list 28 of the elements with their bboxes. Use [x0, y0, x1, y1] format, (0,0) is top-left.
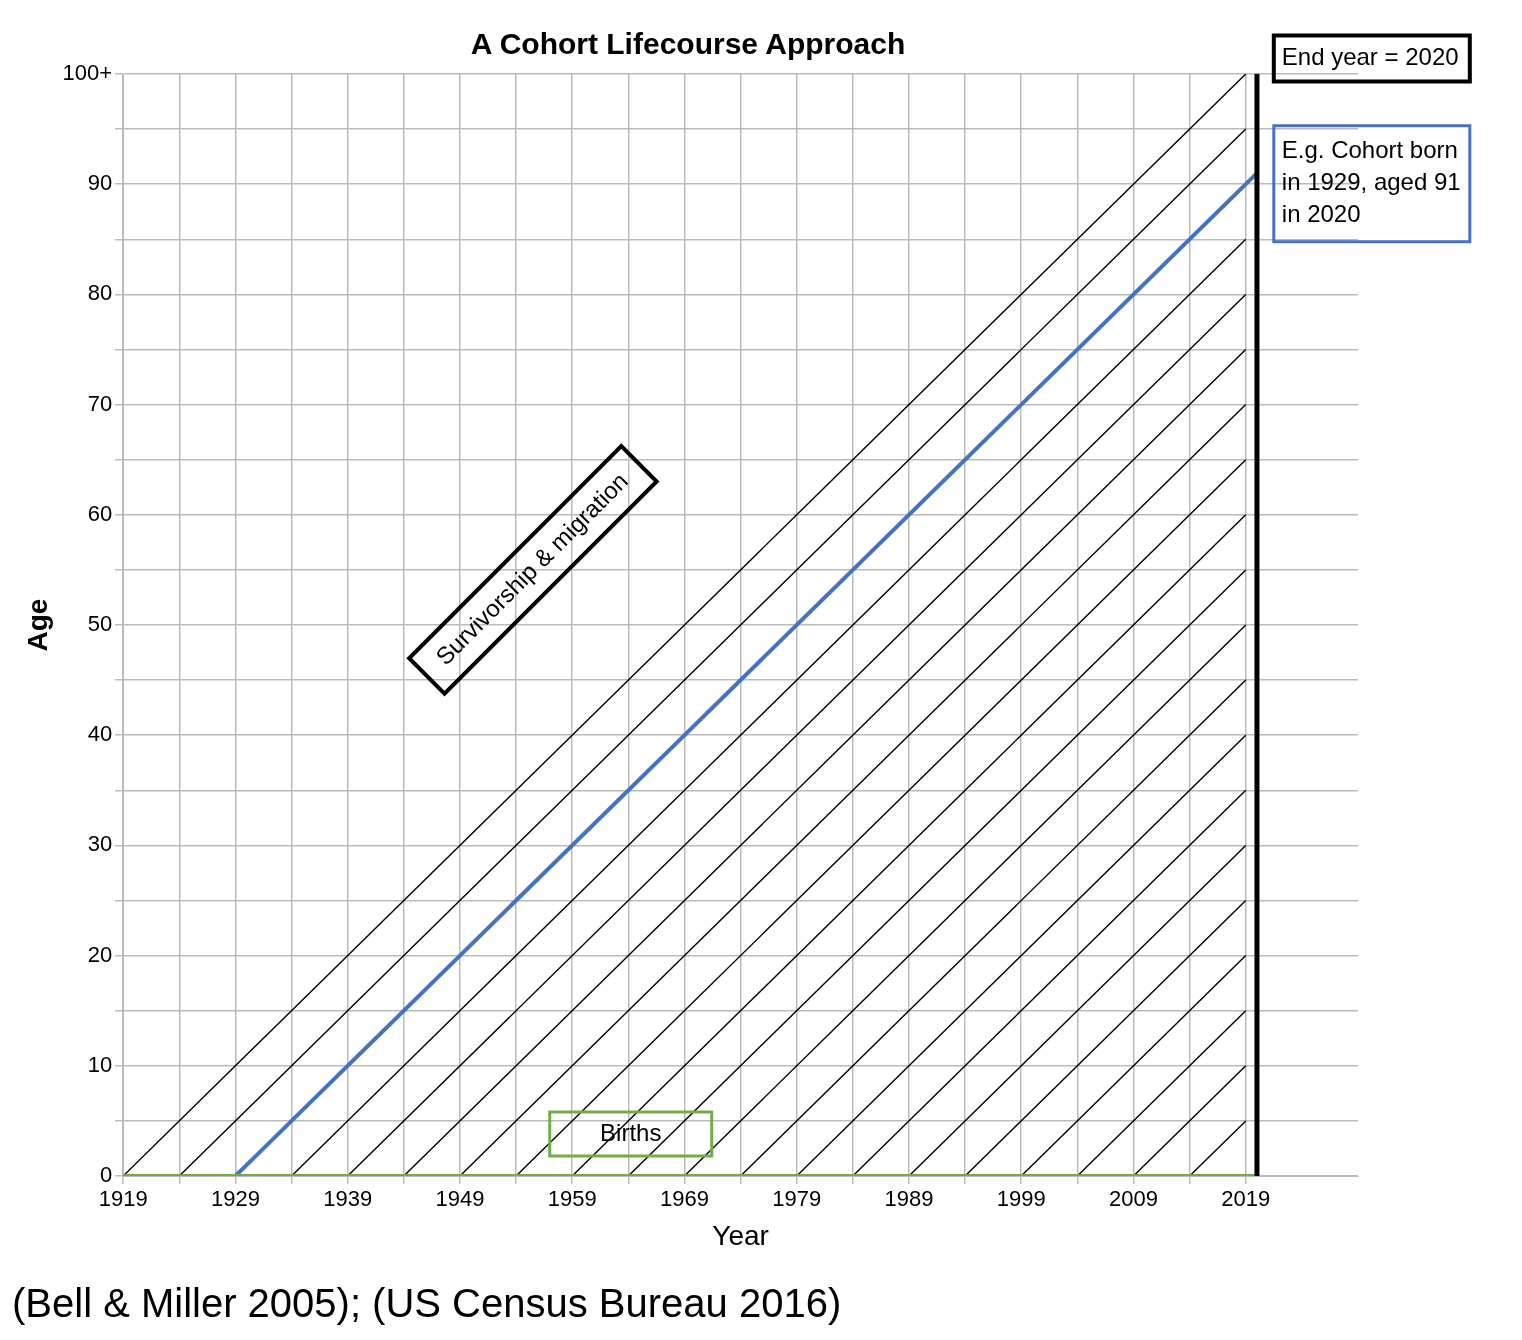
y-axis-title: Age	[21, 598, 53, 652]
y-tick-label: 0	[99, 1162, 113, 1188]
y-tick-label: 20	[87, 941, 113, 967]
x-axis-title: Year	[712, 1219, 769, 1251]
chart-title: A Cohort Lifecourse Approach	[470, 27, 906, 61]
x-tick-label: 1969	[659, 1186, 709, 1212]
x-tick-label: 1949	[435, 1186, 485, 1212]
x-tick-label: 1929	[210, 1186, 260, 1212]
x-tick-label: 1979	[772, 1186, 822, 1212]
y-tick-label: 30	[87, 831, 113, 857]
annotation: E.g. Cohort born in 1929, aged 91 in 2020	[1281, 136, 1461, 228]
y-tick-label: 50	[87, 611, 113, 637]
y-tick-label: 70	[87, 390, 113, 416]
y-tick-label: 100+	[62, 60, 113, 86]
y-tick-label: 80	[87, 280, 113, 306]
y-tick-label: 60	[87, 500, 113, 526]
x-tick-label: 1989	[884, 1186, 934, 1212]
text: (Bell & Miller 2005); (US Census Bureau 2016)	[12, 1281, 842, 1326]
x-tick-label: 2019	[1221, 1186, 1271, 1212]
x-tick-label: 1959	[547, 1186, 597, 1212]
x-tick-label: 1999	[996, 1186, 1046, 1212]
x-tick-label: 1939	[323, 1186, 373, 1212]
y-tick-label: 90	[87, 170, 113, 196]
y-tick-label: 10	[87, 1051, 113, 1077]
x-tick-label: 2009	[1109, 1186, 1158, 1212]
text: End year = 2020	[1281, 43, 1459, 71]
y-tick-label: 40	[87, 721, 113, 747]
x-tick-label: 1919	[98, 1186, 148, 1212]
